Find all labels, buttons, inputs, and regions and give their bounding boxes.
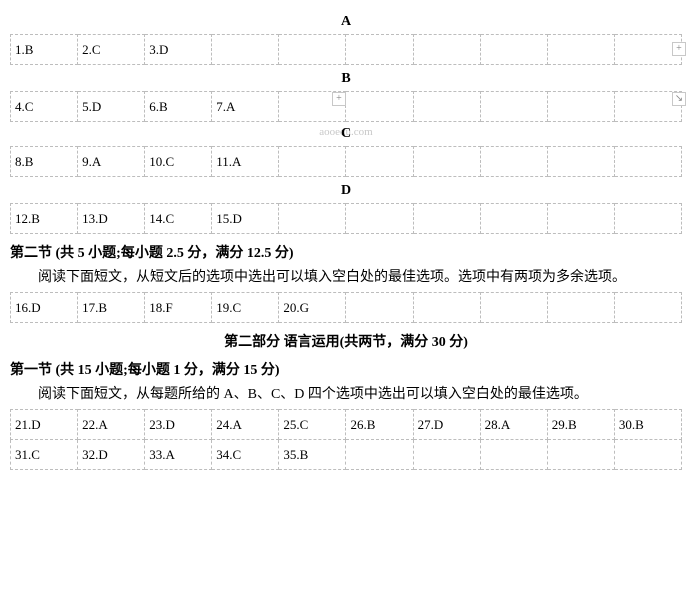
part2-heading: 第二部分 语言运用(共两节，满分 30 分)	[10, 331, 682, 351]
cell: 9.A	[78, 147, 145, 177]
section2-instruction: 阅读下面短文，从短文后的选项中选出可以填入空白处的最佳选项。选项中有两项为多余选…	[10, 266, 682, 286]
cell	[279, 147, 346, 177]
cell	[547, 147, 614, 177]
table-row: 16.D 17.B 18.F 19.C 20.G	[11, 293, 682, 323]
cell: 11.A	[212, 147, 279, 177]
table-handle-resize[interactable]: ↘	[672, 92, 686, 106]
cell: 29.B	[547, 410, 614, 440]
cell: 12.B	[11, 204, 78, 234]
cell	[346, 440, 413, 470]
answer-table-d: 12.B 13.D 14.C 15.D	[10, 203, 682, 234]
cell: 18.F	[145, 293, 212, 323]
table-row: 4.C 5.D 6.B 7.A	[11, 92, 682, 122]
cell: 7.A	[212, 92, 279, 122]
table-row: 21.D 22.A 23.D 24.A 25.C 26.B 27.D 28.A …	[11, 410, 682, 440]
answer-table-5: 16.D 17.B 18.F 19.C 20.G	[10, 292, 682, 323]
cell: 30.B	[614, 410, 681, 440]
cell	[279, 35, 346, 65]
cell	[480, 440, 547, 470]
cell: 26.B	[346, 410, 413, 440]
cell: 2.C	[78, 35, 145, 65]
cell: 3.D	[145, 35, 212, 65]
cell	[346, 92, 413, 122]
part2-section1-instruction: 阅读下面短文，从每题所给的 A、B、C、D 四个选项中选出可以填入空白处的最佳选…	[10, 383, 682, 403]
section-label-c: C	[10, 126, 682, 142]
cell: 22.A	[78, 410, 145, 440]
answer-table-a: 1.B 2.C 3.D	[10, 34, 682, 65]
answer-table-6: 21.D 22.A 23.D 24.A 25.C 26.B 27.D 28.A …	[10, 409, 682, 470]
cell	[413, 92, 480, 122]
cell	[547, 92, 614, 122]
answer-table-b: 4.C 5.D 6.B 7.A	[10, 91, 682, 122]
section-label-d: D	[10, 183, 682, 199]
cell	[212, 35, 279, 65]
cell: 23.D	[145, 410, 212, 440]
cell	[547, 204, 614, 234]
cell	[614, 204, 681, 234]
cell	[413, 293, 480, 323]
cell	[413, 147, 480, 177]
cell: 28.A	[480, 410, 547, 440]
cell: 16.D	[11, 293, 78, 323]
cell: 35.B	[279, 440, 346, 470]
cell	[480, 92, 547, 122]
cell	[480, 293, 547, 323]
cell: 8.B	[11, 147, 78, 177]
cell: 20.G	[279, 293, 346, 323]
cell	[279, 204, 346, 234]
cell: 14.C	[145, 204, 212, 234]
cell: 25.C	[279, 410, 346, 440]
cell	[614, 440, 681, 470]
cell: 13.D	[78, 204, 145, 234]
cell	[614, 293, 681, 323]
cell: 17.B	[78, 293, 145, 323]
cell: 34.C	[212, 440, 279, 470]
cell: 31.C	[11, 440, 78, 470]
cell	[346, 293, 413, 323]
cell	[547, 440, 614, 470]
cell: 15.D	[212, 204, 279, 234]
cell: 24.A	[212, 410, 279, 440]
cell	[547, 35, 614, 65]
table-handle-add-col[interactable]: +	[672, 42, 686, 56]
cell: 19.C	[212, 293, 279, 323]
cell	[346, 204, 413, 234]
section-label-b: B	[10, 71, 682, 87]
cell	[547, 293, 614, 323]
cell	[480, 204, 547, 234]
cell	[480, 35, 547, 65]
cell: 5.D	[78, 92, 145, 122]
cell: 4.C	[11, 92, 78, 122]
table-row: 8.B 9.A 10.C 11.A	[11, 147, 682, 177]
table-row: 31.C 32.D 33.A 34.C 35.B	[11, 440, 682, 470]
cell: 27.D	[413, 410, 480, 440]
cell: 33.A	[145, 440, 212, 470]
cell: 6.B	[145, 92, 212, 122]
cell: 1.B	[11, 35, 78, 65]
cell	[413, 204, 480, 234]
table-handle-add-mid[interactable]: +	[332, 92, 346, 106]
part2-section1-heading: 第一节 (共 15 小题;每小题 1 分，满分 15 分)	[10, 359, 682, 379]
table-row: 1.B 2.C 3.D	[11, 35, 682, 65]
answer-table-c: 8.B 9.A 10.C 11.A	[10, 146, 682, 177]
section2-heading: 第二节 (共 5 小题;每小题 2.5 分，满分 12.5 分)	[10, 242, 682, 262]
cell: 10.C	[145, 147, 212, 177]
cell	[614, 147, 681, 177]
cell	[346, 147, 413, 177]
cell	[413, 35, 480, 65]
cell: 21.D	[11, 410, 78, 440]
table-row: 12.B 13.D 14.C 15.D	[11, 204, 682, 234]
section-label-a: A	[10, 14, 682, 30]
cell	[480, 147, 547, 177]
cell: 32.D	[78, 440, 145, 470]
cell	[413, 440, 480, 470]
cell	[346, 35, 413, 65]
